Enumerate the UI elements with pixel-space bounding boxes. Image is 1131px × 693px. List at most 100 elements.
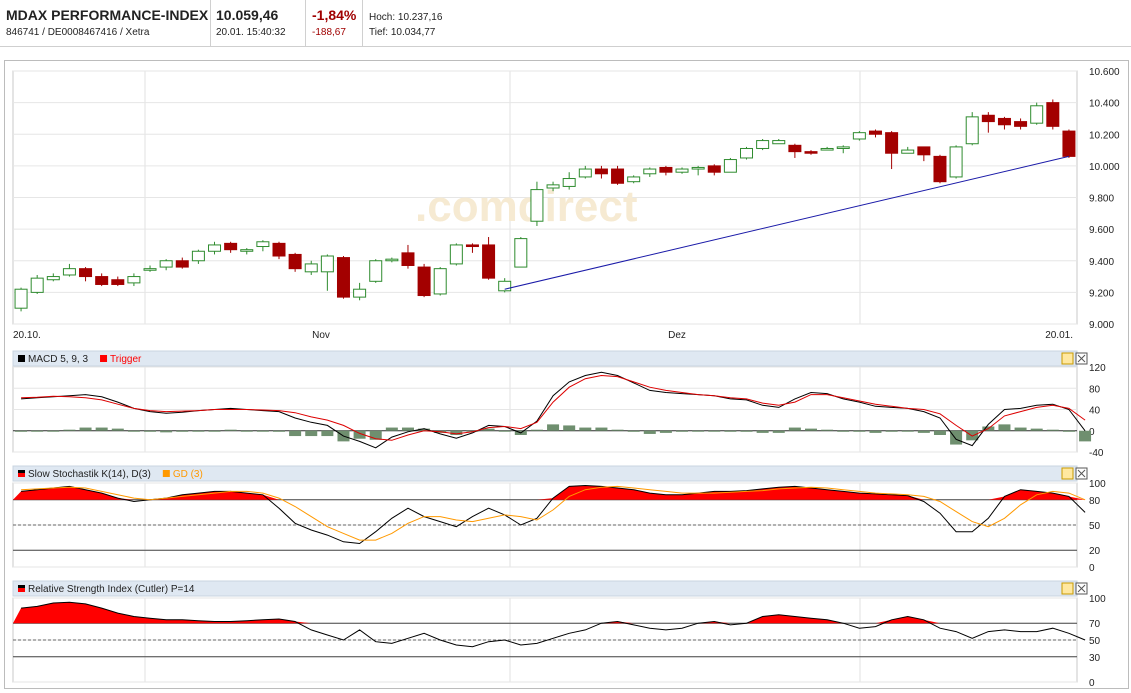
macd-histogram-bar <box>79 427 92 431</box>
macd-histogram-bar <box>63 429 76 431</box>
quote-header: MDAX PERFORMANCE-INDEX 846741 / DE000846… <box>0 0 1131 47</box>
day-high: Hoch: 10.237,16 <box>369 12 443 23</box>
x-axis-tick-label: Nov <box>312 330 330 341</box>
candle-body <box>175 260 189 268</box>
candle-body <box>514 238 528 268</box>
candle-body <box>498 280 512 292</box>
macd-histogram-bar <box>498 430 511 432</box>
macd-panel-ytick-label: 0 <box>1089 427 1095 438</box>
candle-body <box>272 242 286 257</box>
rsi-panel-ytick-label: 30 <box>1089 653 1101 664</box>
macd-histogram-bar <box>305 430 318 437</box>
stochastic-panel-ytick-label: 80 <box>1089 496 1101 507</box>
rsi-panel-close-icon <box>1077 584 1086 593</box>
range-cell: Hoch: 10.237,16 Tief: 10.034,77 <box>363 0 1131 46</box>
x-axis-tick-label: 20.10. <box>13 330 41 341</box>
candle-body <box>981 114 995 123</box>
candle-body <box>691 166 705 170</box>
candle-body <box>836 146 850 149</box>
price-panel-ytick-label: 9.800 <box>1089 194 1114 205</box>
price-panel-ytick-label: 9.200 <box>1089 288 1114 299</box>
macd-histogram-bar <box>353 430 366 439</box>
candle-body <box>594 168 608 175</box>
instrument-title: MDAX PERFORMANCE-INDEX <box>6 7 209 23</box>
candle-body <box>465 244 479 248</box>
candle-body <box>1030 105 1044 124</box>
macd-histogram-bar <box>595 427 608 431</box>
candle-body <box>707 165 721 173</box>
stochastic-panel-legend-label: Slow Stochastik K(14), D(3) <box>28 469 151 480</box>
candle-body <box>1062 130 1076 157</box>
candle-body <box>578 168 592 178</box>
candle-body <box>385 258 399 262</box>
price-panel-ytick-label: 10.000 <box>1089 162 1120 173</box>
macd-panel-legend-label: Trigger <box>110 354 142 365</box>
candle-body <box>95 276 109 285</box>
stochastic-panel-legend-marker <box>162 470 170 477</box>
candle-body <box>885 132 899 154</box>
candle-body <box>772 140 786 145</box>
macd-histogram-bar <box>998 424 1011 431</box>
candle-body <box>723 159 737 173</box>
macd-histogram-bar <box>676 430 689 432</box>
candle-body <box>868 130 882 135</box>
macd-histogram-bar <box>692 430 705 432</box>
watermark-text: .comdirect <box>415 182 638 231</box>
macd-histogram-bar <box>627 430 640 432</box>
candle-body <box>143 268 157 271</box>
stochastic-panel-legend-marker <box>18 473 25 477</box>
macd-histogram-bar <box>369 430 382 440</box>
macd-panel-legend-label: MACD 5, 9, 3 <box>28 354 88 365</box>
rsi-panel-series-line <box>21 601 1086 648</box>
macd-histogram-bar <box>482 428 495 431</box>
macd-histogram-bar <box>950 430 963 445</box>
candle-body <box>643 168 657 175</box>
macd-histogram-bar <box>869 430 882 433</box>
macd-histogram-bar <box>579 427 592 431</box>
macd-histogram-bar <box>15 430 28 432</box>
candle-body <box>62 268 76 276</box>
candle-body <box>546 184 560 189</box>
rsi-panel-ytick-label: 50 <box>1089 636 1101 647</box>
macd-histogram-bar <box>160 430 173 433</box>
price-panel-ytick-label: 9.600 <box>1089 225 1114 236</box>
macd-histogram-bar <box>611 429 624 431</box>
macd-histogram-bar <box>224 429 237 431</box>
rsi-panel-overbought-area <box>13 602 1086 624</box>
macd-histogram-bar <box>95 427 108 431</box>
candle-body <box>288 253 302 270</box>
macd-panel-settings-icon <box>1061 352 1074 365</box>
macd-histogram-bar <box>176 430 189 432</box>
macd-histogram-bar <box>837 430 850 432</box>
candle-body <box>675 168 689 173</box>
candle-body <box>191 250 205 262</box>
candle-body <box>756 140 770 149</box>
candle-body <box>353 288 367 298</box>
quote-time: 20.01. 15:40:32 <box>216 27 286 38</box>
chart-svg: 9.000 9.200 9.400 9.600 9.800 10.000 10.200 10.… <box>12 67 1120 689</box>
candle-body <box>1014 121 1028 127</box>
candle-body <box>336 257 350 298</box>
candle-body <box>46 276 60 281</box>
stochastic-panel-settings-icon <box>1061 467 1074 480</box>
macd-histogram-bar <box>724 430 737 432</box>
macd-histogram-bar <box>788 427 801 431</box>
candle-body <box>449 244 463 265</box>
macd-histogram-bar <box>466 430 479 432</box>
macd-panel-close-icon <box>1077 354 1086 363</box>
stochastic-panel-ytick-label: 100 <box>1089 479 1106 490</box>
candle-body <box>740 147 754 159</box>
macd-panel-ytick-label: -40 <box>1089 448 1104 459</box>
macd-histogram-bar <box>1062 430 1075 432</box>
macd-histogram-bar <box>47 430 60 432</box>
rsi-panel-ytick-label: 0 <box>1089 678 1095 688</box>
macd-histogram-bar <box>31 430 44 432</box>
candle-body <box>401 252 415 266</box>
candle-body <box>949 146 963 178</box>
trend-line <box>504 155 1070 290</box>
macd-histogram-bar <box>1014 427 1027 431</box>
candle-body <box>804 151 818 154</box>
macd-histogram-bar <box>1046 429 1059 431</box>
macd-histogram-bar <box>821 429 834 431</box>
macd-panel-ytick-label: 120 <box>1089 363 1106 374</box>
